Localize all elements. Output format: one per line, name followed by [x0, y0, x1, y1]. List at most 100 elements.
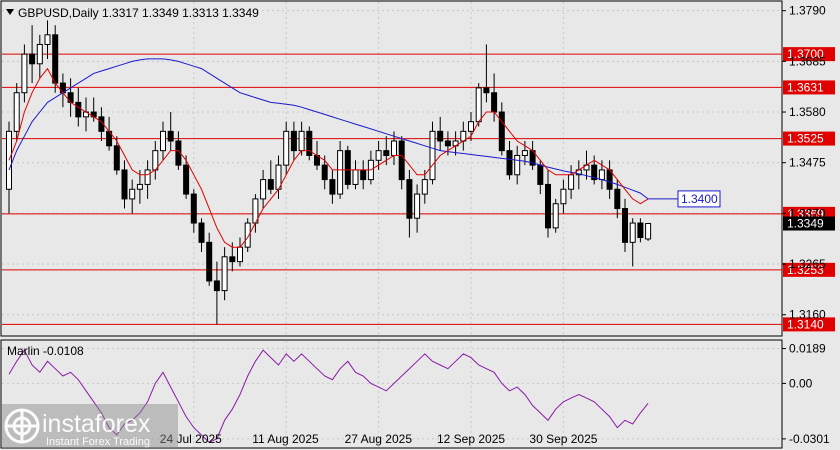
candle-body-bear [591, 164, 598, 181]
candle-body-bear [537, 164, 544, 185]
x-tick-label: 27 Aug 2025 [345, 432, 413, 446]
level-price-label: 1.3631 [787, 80, 824, 94]
candle-body-bear [52, 34, 59, 84]
y-tick-label: 1.3580 [789, 105, 826, 119]
candle-body-bear [229, 256, 236, 263]
candle-body-bear [614, 188, 621, 210]
candle [260, 169, 267, 209]
candle-body-bull [375, 150, 382, 161]
candle [552, 198, 559, 233]
candle-body-bull [421, 179, 428, 195]
candle [421, 169, 428, 204]
candle-body-bull [475, 87, 482, 123]
candle-body-bear [637, 222, 644, 239]
osc-tick-label: 0.00 [789, 376, 813, 390]
candle-body-bear [75, 101, 82, 118]
candle [144, 160, 151, 199]
moving-averages: 1.3400 [8, 58, 721, 248]
candle [437, 116, 444, 151]
candle [560, 179, 567, 214]
level-price-label: 1.3253 [787, 263, 824, 277]
ma-value-label: 1.3400 [681, 192, 718, 206]
ma-slow-line [8, 58, 649, 200]
candle-body-bear [491, 92, 498, 113]
candle [213, 261, 220, 325]
candle [545, 169, 551, 238]
candle-body-bear [306, 130, 313, 156]
candle-body-bear [206, 241, 213, 282]
candle [306, 126, 313, 161]
candle-body-bull [468, 121, 474, 132]
candle-body-bear [29, 53, 36, 65]
candle [344, 145, 351, 190]
candle-body-bear [213, 280, 220, 292]
candle-body-bull [283, 130, 290, 166]
candle-body-bear [321, 164, 328, 181]
current-price-tag [783, 216, 835, 231]
candle-body-bull [391, 140, 397, 156]
candle-body-bull [221, 256, 228, 292]
candle [622, 198, 628, 252]
candle-body-bear [121, 169, 128, 200]
level-price-label: 1.3525 [787, 132, 824, 146]
candle [429, 121, 436, 185]
candle-body-bull [514, 154, 521, 176]
candle-body-bull [129, 188, 136, 200]
candle [29, 25, 36, 84]
candle-body-bear [506, 150, 513, 176]
candle-body-bull [352, 169, 359, 185]
candle-body-bull [429, 130, 436, 181]
candle-body-bull [568, 174, 575, 190]
candle [329, 169, 336, 204]
candle-body-bear [483, 87, 490, 94]
candle [221, 247, 228, 301]
candle-body-bear [398, 140, 405, 181]
level-price-tag [783, 262, 835, 277]
candle [190, 189, 197, 233]
candle [198, 218, 205, 252]
candle [614, 179, 621, 219]
horizontal-levels[interactable]: 1.37001.36311.35251.33691.32531.31401.33… [2, 47, 835, 332]
candle [629, 218, 636, 267]
oscillator-series [8, 349, 649, 444]
level-price-tag [783, 131, 835, 146]
oscillator-axis: 0.0189 0.00 -0.0301 [782, 342, 830, 446]
level-price-label: 1.3140 [787, 317, 824, 331]
candle-body-bull [21, 53, 28, 94]
watermark: instaforex Instant Forex Trading [2, 404, 178, 448]
candle-body-bull [521, 150, 528, 156]
watermark-brand: instaforex [42, 410, 151, 438]
candle-body-bull [645, 223, 652, 240]
candle-body-bull [298, 130, 305, 152]
candle [206, 232, 213, 286]
candle-body-bear [198, 222, 205, 243]
candle [44, 20, 51, 59]
oscillator-line [8, 349, 649, 444]
candle-body-bull [337, 150, 344, 195]
candle [637, 218, 644, 243]
candle-body-bear [290, 130, 297, 152]
time-axis: 24 Jul 2025 11 Aug 2025 27 Aug 2025 12 Sep … [160, 432, 598, 446]
candle [498, 102, 505, 156]
dropdown-triangle-icon[interactable] [6, 9, 14, 15]
candle-body-bull [36, 43, 43, 65]
candle [283, 121, 290, 175]
candle [645, 223, 652, 241]
candle [398, 136, 405, 190]
x-tick-label: 30 Sep 2025 [529, 432, 597, 446]
level-price-tag [783, 317, 835, 332]
candle-body-bear [183, 164, 190, 195]
candle [506, 140, 513, 180]
candle [414, 184, 421, 233]
candle-body-bull [629, 222, 636, 243]
candle-body-bull [237, 246, 243, 263]
candle [136, 169, 143, 204]
candle-body-bull [598, 169, 605, 181]
candle-body-bear [190, 193, 197, 224]
candle-body-bull [44, 34, 51, 45]
candle [406, 169, 413, 238]
candle-body-bear [498, 111, 505, 152]
y-tick-label: 1.3475 [789, 156, 826, 170]
candle-body-bull [560, 188, 567, 205]
